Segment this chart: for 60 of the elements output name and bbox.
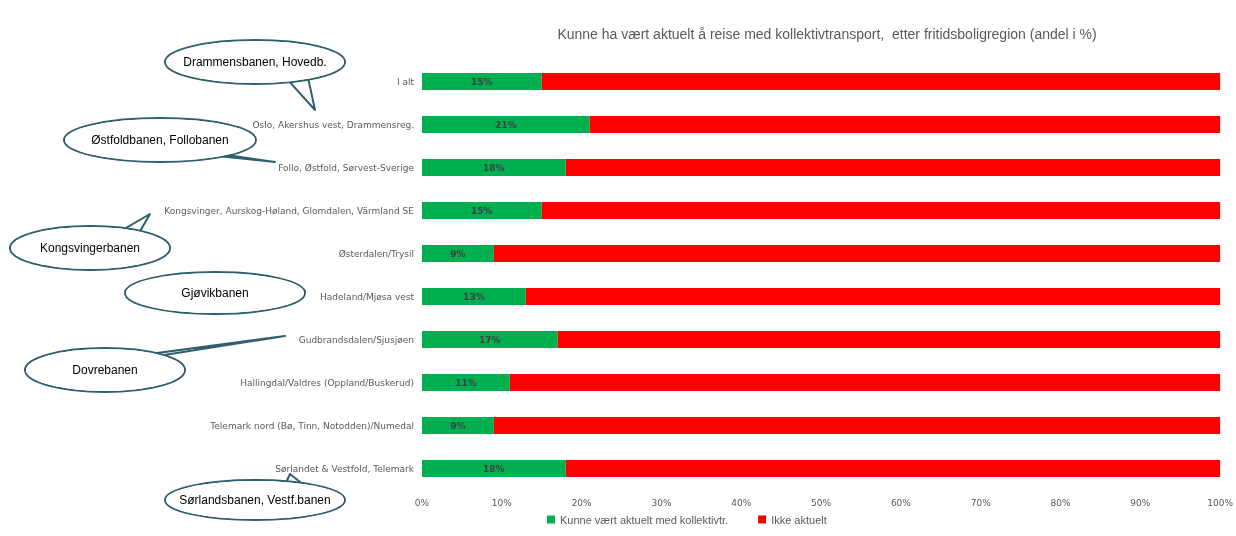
data-label: 18% xyxy=(483,162,505,173)
data-label: 9% xyxy=(450,248,466,259)
legend-label: Kunne vært aktuelt med kollektivtr. xyxy=(560,513,729,526)
text: Drammensbanen, Hovedb. xyxy=(183,55,327,69)
bar xyxy=(509,374,1221,391)
data-label: 11% xyxy=(455,377,477,388)
text: Gjøvikbanen xyxy=(181,286,249,300)
bar xyxy=(422,73,542,90)
data-label: 21% xyxy=(495,119,517,130)
y-tick-label: Telemark nord (Bø, Tinn, Notodden)/Numedal xyxy=(209,420,414,431)
bar xyxy=(422,331,558,348)
bar xyxy=(422,159,566,176)
x-tick-label: 10% xyxy=(491,497,513,508)
data-label: 15% xyxy=(471,76,493,87)
bar xyxy=(541,202,1221,219)
bar xyxy=(422,460,566,477)
bar xyxy=(422,288,526,305)
bar xyxy=(589,116,1221,133)
text: Sørlandsbanen, Vestf.banen xyxy=(179,493,331,507)
y-tick-label: Hadeland/Mjøsa vest xyxy=(320,291,415,302)
x-tick-label: 70% xyxy=(970,497,992,508)
x-tick-label: 40% xyxy=(731,497,752,508)
y-tick-label: Kongsvinger, Aurskog-Høland, Glomdalen, Värmland SE xyxy=(164,205,415,216)
x-tick-label: 100% xyxy=(1207,497,1234,508)
bar xyxy=(541,73,1221,90)
bar xyxy=(422,245,494,262)
chart-title: Kunne ha vært aktuelt å reise med kollektivtransport, etter fritidsboligregion (andel i %) xyxy=(557,26,1097,42)
data-label: 18% xyxy=(483,463,505,474)
bar xyxy=(422,116,590,133)
y-tick-label: Hallingdal/Valdres (Oppland/Buskerud) xyxy=(240,377,414,388)
x-tick-label: 30% xyxy=(651,497,672,508)
data-label: 13% xyxy=(463,291,485,302)
bar xyxy=(493,245,1221,262)
data-label: 15% xyxy=(471,205,493,216)
bar xyxy=(565,159,1221,176)
text: Kongsvingerbanen xyxy=(39,241,141,255)
legend-label: Ikke aktuelt xyxy=(771,513,827,526)
data-label: 9% xyxy=(450,420,466,431)
text: Østfoldbanen, Follobanen xyxy=(91,133,229,147)
bar xyxy=(565,460,1221,477)
x-tick-label: 50% xyxy=(811,497,832,508)
bar xyxy=(422,202,542,219)
x-tick-label: 80% xyxy=(1050,497,1071,508)
bar xyxy=(525,288,1221,305)
x-tick-label: 90% xyxy=(1130,497,1151,508)
data-label: 17% xyxy=(479,334,501,345)
x-tick-label: 60% xyxy=(890,497,912,508)
bar xyxy=(557,331,1221,348)
x-tick-label: 0% xyxy=(414,497,430,508)
bar xyxy=(422,374,510,391)
text: Dovrebanen xyxy=(72,363,138,377)
y-tick-label: Østerdalen/Trysil xyxy=(338,248,414,259)
y-tick-label: Sørlandet & Vestfold, Telemark xyxy=(275,463,415,474)
x-tick-label: 20% xyxy=(571,497,593,508)
bar xyxy=(422,417,494,434)
y-tick-label: Follo, Østfold, Sørvest-Sverige xyxy=(278,162,415,173)
y-tick-label: Gudbrandsdalen/Sjusjøen xyxy=(298,334,414,345)
y-tick-label: I alt xyxy=(396,76,415,87)
bar xyxy=(493,417,1221,434)
y-tick-label: Oslo, Akershus vest, Drammensreg. xyxy=(252,119,414,130)
